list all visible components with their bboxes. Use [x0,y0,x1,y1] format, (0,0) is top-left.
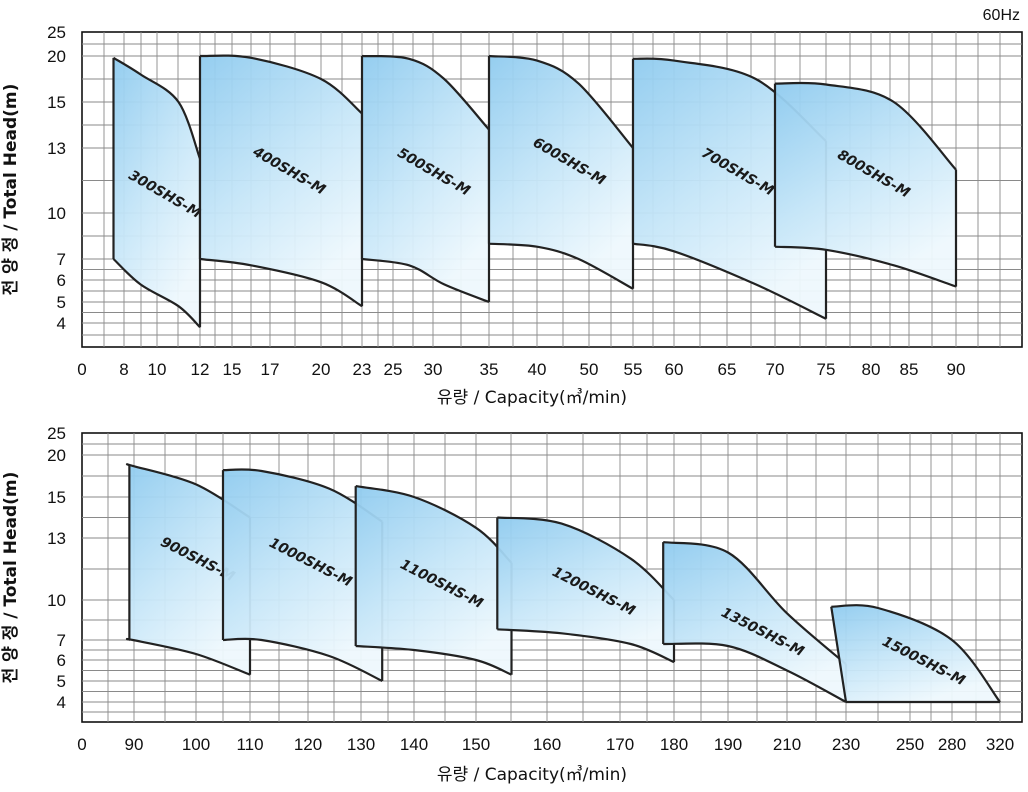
y-tick-label: 15 [47,488,66,507]
x-tick-label: 230 [832,735,860,754]
x-tick-label: 23 [353,360,372,379]
frequency-label: 60Hz [983,7,1020,24]
y-tick-label: 20 [47,47,66,66]
series-lower-curve [774,245,957,288]
x-tick-label: 40 [528,360,547,379]
series-upper-curve [774,81,957,171]
y-tick-label: 25 [47,23,66,42]
x-tick-label: 280 [938,735,966,754]
y-tick-label: 7 [57,250,66,269]
y-axis-title: 전 양 정 / Total Head(m) [1,472,21,684]
x-tick-label: 8 [119,360,128,379]
series-lower-curve [488,242,634,290]
y-tick-label: 13 [47,139,66,158]
x-tick-label: 65 [718,360,737,379]
x-tick-label: 35 [480,360,499,379]
x-tick-label: 100 [182,735,210,754]
y-tick-label: 10 [47,591,66,610]
x-tick-label: 17 [261,360,280,379]
series-lower-curve [663,642,847,703]
x-tick-label: 0 [77,360,86,379]
chart-bottom: 25 20 15 13 10 76 5 4 0 90 100 110 120 130 140 150 160 17… [1,424,1023,785]
x-tick-label: 170 [606,735,634,754]
x-tick-label: 15 [223,360,242,379]
series-upper-curve [361,54,490,131]
series-lower-curve [222,637,383,682]
x-tick-label: 60 [665,360,684,379]
y-tick-label: 25 [47,424,66,443]
series-area [126,464,250,675]
x-tick-label: 20 [312,360,331,379]
series-area [775,82,956,287]
series-upper-curve [497,516,675,601]
x-tick-label: 30 [424,360,443,379]
y-tick-label: 13 [47,529,66,548]
series-area [200,55,362,307]
x-tick-label: 75 [817,360,836,379]
y-tick-label: 7 [57,631,66,650]
series-area [223,469,383,681]
x-tick-label: 130 [347,735,375,754]
series-area [831,605,1000,702]
series-upper-curve [831,604,1001,703]
x-tick-label: 0 [77,735,86,754]
x-tick-label: 110 [236,735,263,754]
y-tick-label: 15 [47,93,66,112]
series-lower-curve [112,258,201,328]
y-axis-title: 전 양 정 / Total Head(m) [1,84,21,296]
x-tick-label: 50 [580,360,599,379]
x-axis-title: 유량 / Capacity(㎥/min) [437,765,627,785]
x-tick-label: 250 [896,735,924,754]
series-area [663,542,846,702]
y-tick-label: 6 [57,271,66,290]
series-area [113,57,200,328]
x-tick-label: 120 [294,735,322,754]
x-tick-label: 90 [947,360,966,379]
series-upper-curve [112,56,202,160]
x-tick-label: 320 [986,735,1014,754]
series-lower-curve [199,257,363,308]
x-tick-label: 70 [766,360,785,379]
x-tick-label: 180 [660,735,688,754]
series-area [489,56,633,289]
series-upper-curve [663,541,847,666]
y-tick-label: 4 [57,314,66,333]
series-lower-curve [125,637,251,676]
y-tick-label: 5 [57,672,66,691]
x-tick-label: 140 [400,735,428,754]
x-tick-label: 12 [191,360,210,379]
y-tick-label: 20 [47,446,66,465]
x-axis-title: 유량 / Capacity(㎥/min) [437,388,627,408]
y-tick-label: 10 [47,204,66,223]
x-tick-label: 90 [125,735,144,754]
series-lower-curve [497,628,675,664]
series-area [355,486,512,675]
series-upper-curve [199,54,363,115]
x-tick-label: 80 [862,360,881,379]
x-tick-label: 160 [533,735,561,754]
x-tick-label: 55 [624,360,643,379]
series-lower-curve [632,242,827,320]
x-tick-label: 10 [148,360,167,379]
y-tick-label: 5 [57,293,66,312]
y-tick-label: 4 [57,693,66,712]
series-upper-curve [488,54,634,149]
series-left-edge [830,606,848,703]
series-area [497,517,674,663]
y-tick-label: 6 [57,651,66,670]
x-tick-label: 190 [714,735,742,754]
x-tick-label: 25 [384,360,403,379]
x-tick-label: 85 [900,360,919,379]
series-lower-curve [361,257,490,304]
series-area [362,56,489,302]
x-tick-label: 210 [773,735,801,754]
series-lower-curve [355,644,512,676]
x-tick-label: 150 [462,735,490,754]
